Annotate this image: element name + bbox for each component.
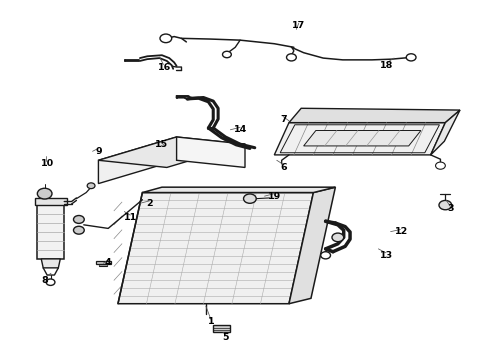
Text: 12: 12: [395, 228, 408, 237]
Circle shape: [244, 194, 256, 203]
Circle shape: [439, 201, 452, 210]
Polygon shape: [98, 137, 245, 167]
Circle shape: [222, 51, 231, 58]
Circle shape: [74, 226, 84, 234]
Text: 5: 5: [222, 333, 229, 342]
Circle shape: [321, 252, 331, 259]
Polygon shape: [37, 205, 64, 259]
Circle shape: [436, 162, 445, 169]
Circle shape: [74, 216, 84, 224]
Text: 9: 9: [95, 147, 102, 156]
Circle shape: [287, 54, 296, 61]
Text: 2: 2: [147, 199, 153, 208]
Polygon shape: [118, 193, 314, 304]
Polygon shape: [99, 264, 107, 266]
Text: 15: 15: [155, 140, 169, 149]
Text: 13: 13: [380, 251, 393, 260]
Text: 3: 3: [447, 204, 453, 213]
Polygon shape: [98, 137, 176, 184]
Circle shape: [332, 233, 343, 242]
Polygon shape: [41, 259, 60, 268]
Circle shape: [160, 34, 172, 42]
Text: 18: 18: [380, 61, 393, 70]
Polygon shape: [304, 131, 421, 146]
Text: 10: 10: [41, 159, 54, 168]
Text: 6: 6: [281, 163, 288, 172]
Polygon shape: [35, 198, 67, 205]
Circle shape: [37, 188, 52, 199]
Circle shape: [406, 54, 416, 61]
Polygon shape: [176, 137, 245, 167]
Text: 8: 8: [41, 276, 48, 285]
Text: 19: 19: [268, 192, 281, 201]
Polygon shape: [431, 110, 460, 155]
Text: 17: 17: [292, 21, 305, 30]
Polygon shape: [143, 187, 335, 193]
Polygon shape: [289, 187, 335, 304]
Polygon shape: [289, 108, 460, 123]
Polygon shape: [274, 123, 445, 155]
Text: 4: 4: [105, 258, 112, 267]
Polygon shape: [213, 325, 230, 332]
Text: 7: 7: [281, 114, 288, 123]
Text: 14: 14: [234, 125, 247, 134]
Text: 1: 1: [207, 317, 214, 326]
Circle shape: [46, 279, 55, 285]
Polygon shape: [96, 261, 111, 264]
Text: 16: 16: [158, 63, 171, 72]
Circle shape: [87, 183, 95, 189]
Text: 11: 11: [123, 213, 137, 222]
